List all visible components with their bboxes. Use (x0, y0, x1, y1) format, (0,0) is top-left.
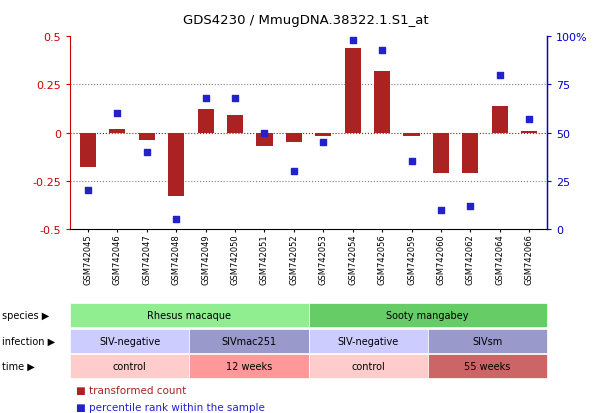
Bar (168, 133, 185, 197)
Bar (80, 133, 96, 168)
Text: Rhesus macaque: Rhesus macaque (147, 311, 232, 320)
Point (289, 169, 299, 175)
Point (230, 95, 240, 102)
Bar (433, 133, 449, 173)
Bar (257, 133, 273, 147)
Bar (521, 131, 537, 133)
Text: control: control (113, 361, 147, 371)
Bar (374, 72, 390, 133)
Bar (286, 133, 302, 143)
Bar (139, 133, 155, 141)
Point (142, 149, 152, 156)
Text: control: control (351, 361, 385, 371)
Bar (463, 133, 478, 173)
Bar (197, 110, 214, 133)
Text: SIV-negative: SIV-negative (337, 336, 399, 346)
Bar (227, 116, 243, 133)
Text: ■ transformed count: ■ transformed count (76, 385, 186, 395)
Bar (403, 133, 420, 137)
Text: ■ percentile rank within the sample: ■ percentile rank within the sample (76, 402, 265, 412)
Text: SIV-negative: SIV-negative (99, 336, 161, 346)
Text: species ▶: species ▶ (2, 311, 49, 320)
Bar (492, 106, 508, 133)
Text: 55 weeks: 55 weeks (464, 361, 510, 371)
Text: 12 weeks: 12 weeks (226, 361, 272, 371)
Point (348, 38, 357, 44)
Point (436, 206, 446, 213)
Text: time ▶: time ▶ (2, 361, 35, 371)
Point (466, 203, 475, 209)
Text: GDS4230 / MmugDNA.38322.1.S1_at: GDS4230 / MmugDNA.38322.1.S1_at (183, 14, 428, 27)
Point (524, 116, 534, 123)
Point (318, 140, 328, 146)
Point (171, 216, 181, 223)
Text: infection ▶: infection ▶ (2, 336, 56, 346)
Point (377, 47, 387, 54)
Bar (345, 49, 360, 133)
Point (200, 95, 210, 102)
Point (260, 130, 269, 136)
Point (83, 188, 93, 194)
Point (407, 159, 417, 165)
Point (495, 72, 505, 79)
Bar (315, 133, 331, 137)
Point (112, 111, 122, 117)
Text: Sooty mangabey: Sooty mangabey (386, 311, 469, 320)
Text: SIVsm: SIVsm (472, 336, 502, 346)
Bar (109, 129, 125, 133)
Text: SIVmac251: SIVmac251 (221, 336, 277, 346)
